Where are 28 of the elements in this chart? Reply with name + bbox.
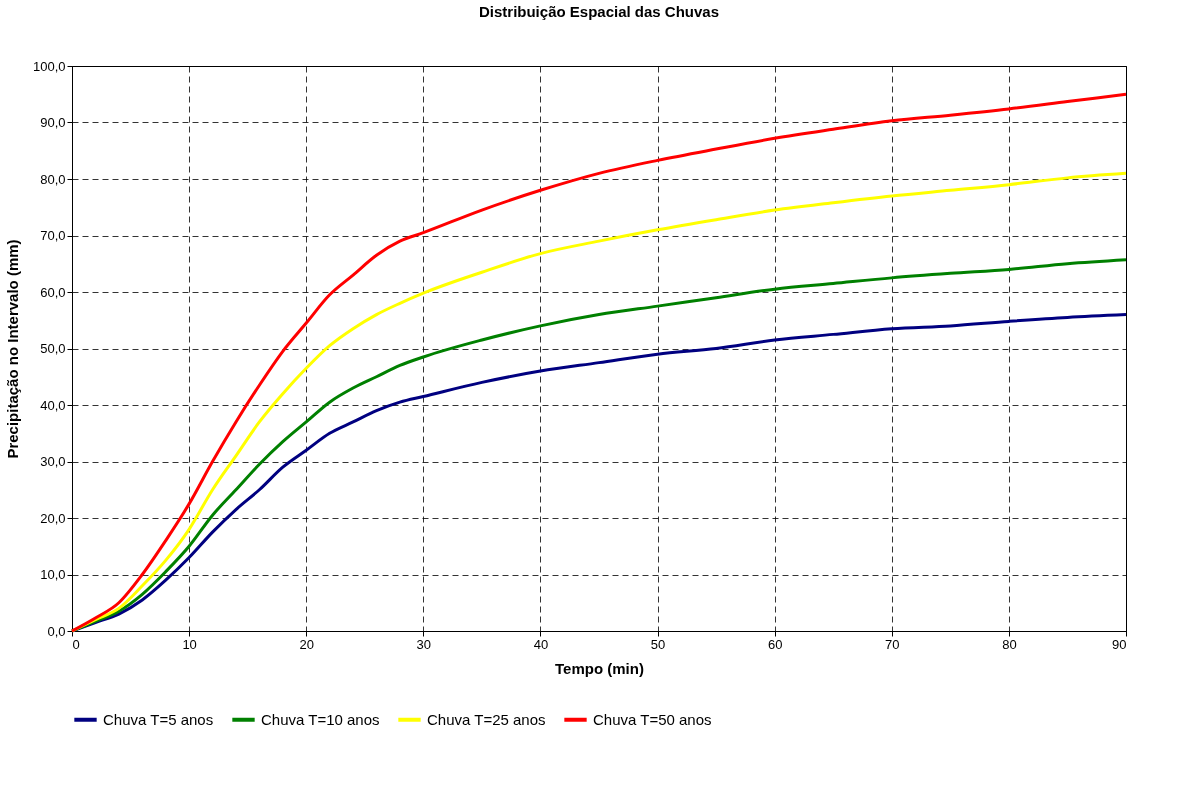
y-tick-label: 80,0 <box>40 171 66 187</box>
x-tick-label: 10 <box>182 636 197 652</box>
legend-label: Chuva T=25 anos <box>427 710 546 728</box>
legend-label: Chuva T=5 anos <box>103 710 214 728</box>
y-axis-title: Precipitação no Intervalo (mm) <box>3 239 21 459</box>
legend-label: Chuva T=10 anos <box>261 710 380 728</box>
y-tick-label: 30,0 <box>40 454 66 469</box>
y-tick-label: 10,0 <box>40 567 66 582</box>
x-tick-label: 90 <box>1112 636 1127 652</box>
x-tick-label: 20 <box>299 636 314 652</box>
x-tick-label: 0 <box>72 636 80 652</box>
y-tick-label: 70,0 <box>40 228 66 243</box>
x-tick-label: 30 <box>416 636 432 652</box>
y-tick-label: 60,0 <box>40 284 66 300</box>
chart-title: Distribuição Espacial das Chuvas <box>478 3 720 20</box>
y-tick-label: 90,0 <box>40 115 66 130</box>
x-tick-label: 50 <box>650 636 666 652</box>
y-tick-label: 40,0 <box>40 397 66 413</box>
x-tick-label: 80 <box>1002 636 1017 652</box>
x-tick-label: 70 <box>885 636 900 652</box>
x-tick-label: 60 <box>767 636 783 652</box>
x-axis-title: Tempo (min) <box>555 659 644 677</box>
y-tick-label: 50,0 <box>40 341 66 356</box>
y-tick-label: 0,0 <box>47 623 66 639</box>
y-tick-label: 20,0 <box>40 510 66 526</box>
legend-label: Chuva T=50 anos <box>593 710 712 728</box>
x-tick-label: 40 <box>533 636 549 652</box>
y-tick-label: 100,0 <box>32 58 66 74</box>
